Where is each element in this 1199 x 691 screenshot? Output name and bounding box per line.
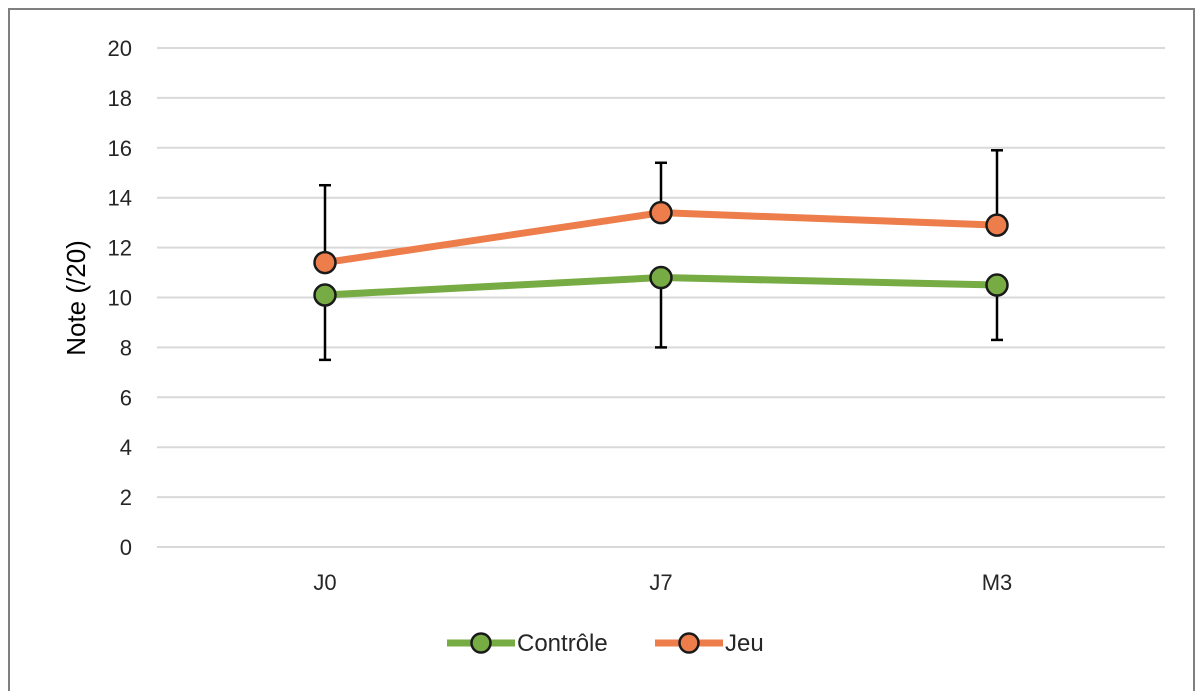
y-tick-label: 0 <box>120 535 132 560</box>
y-tick-label: 4 <box>120 435 132 460</box>
data-point <box>313 283 337 307</box>
legend-swatch-marker <box>678 632 700 654</box>
x-axis-ticks: J0 J7 M3 <box>313 570 1012 595</box>
y-tick-label: 16 <box>108 136 132 161</box>
y-tick-label: 20 <box>108 36 132 61</box>
data-point <box>985 273 1009 297</box>
x-tick-label: J0 <box>313 570 336 595</box>
y-tick-label: 8 <box>120 335 132 360</box>
y-tick-label: 14 <box>108 186 132 211</box>
data-point <box>649 200 673 225</box>
y-tick-label: 2 <box>120 485 132 510</box>
legend-label: Jeu <box>725 630 764 657</box>
series-layer <box>313 149 1009 362</box>
y-tick-label: 6 <box>120 385 132 410</box>
legend-swatch-marker <box>470 632 492 654</box>
data-point <box>985 213 1009 237</box>
y-tick-label: 12 <box>108 236 132 261</box>
y-axis-ticks: 0 2 4 6 8 10 12 14 16 18 20 <box>108 36 132 560</box>
chart-frame <box>8 8 1195 691</box>
y-tick-label: 18 <box>108 86 132 111</box>
x-tick-label: M3 <box>982 570 1013 595</box>
x-tick-label: J7 <box>649 570 672 595</box>
legend-label: Contrôle <box>517 630 608 657</box>
data-point <box>313 250 337 275</box>
y-tick-label: 10 <box>108 286 132 311</box>
data-point <box>649 265 673 290</box>
y-axis-label: Note (/20) <box>61 240 91 356</box>
legend: Contrôle Jeu <box>447 630 764 657</box>
